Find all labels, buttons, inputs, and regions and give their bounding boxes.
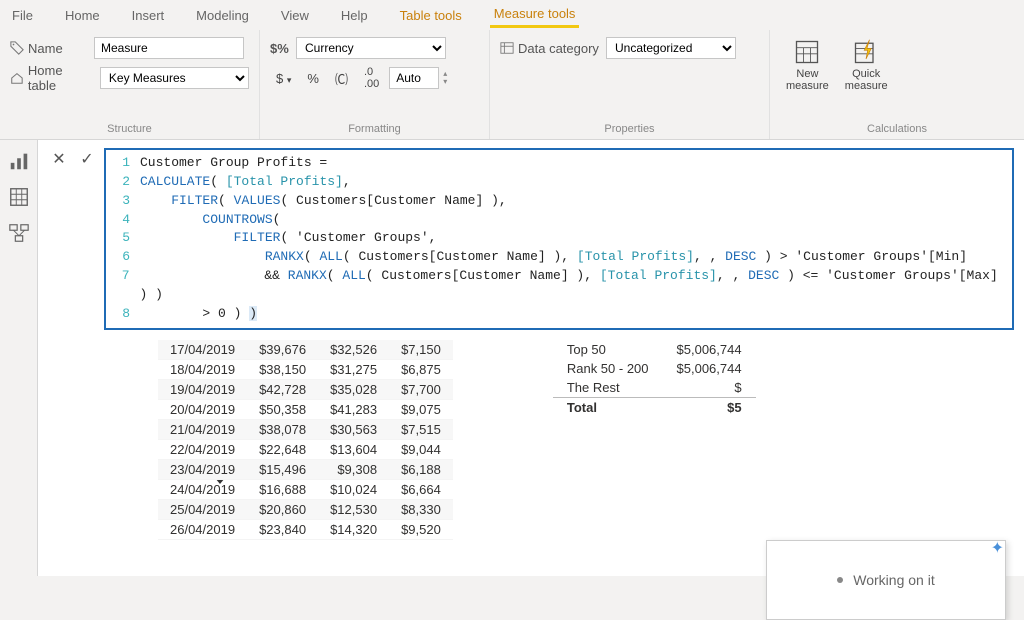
date-table: 17/04/2019$39,676$32,526$7,15018/04/2019… <box>158 340 453 576</box>
menu-view[interactable]: View <box>277 4 313 27</box>
formula-editor[interactable]: 1Customer Group Profits = 2CALCULATE( [T… <box>104 148 1014 330</box>
table-row[interactable]: 20/04/2019$50,358$41,283$9,075 <box>158 400 453 420</box>
home-icon <box>10 71 24 85</box>
format-prefix-icon: $% <box>270 41 290 56</box>
group-label-calculations: Calculations <box>780 121 1014 137</box>
menu-table-tools[interactable]: Table tools <box>396 4 466 27</box>
menu-home[interactable]: Home <box>61 4 104 27</box>
view-rail <box>0 140 38 576</box>
comma-button[interactable]: 🄒 <box>329 67 354 90</box>
table-row[interactable]: Top 50$5,006,744 <box>553 340 756 359</box>
group-table: Top 50$5,006,744Rank 50 - 200$5,006,744T… <box>553 340 756 576</box>
model-view-icon[interactable] <box>8 222 30 244</box>
commit-formula-button[interactable]: ✓ <box>76 148 98 170</box>
menu-help[interactable]: Help <box>337 4 372 27</box>
format-select[interactable]: Currency <box>296 37 446 59</box>
name-label: Name <box>10 41 88 56</box>
new-measure-button[interactable]: Newmeasure <box>780 36 835 94</box>
menu-bar: File Home Insert Modeling View Help Tabl… <box>0 0 1024 30</box>
group-label-structure: Structure <box>10 121 249 137</box>
spinner-icon <box>837 577 843 583</box>
group-label-formatting: Formatting <box>270 121 479 137</box>
table-row[interactable]: Total$5 <box>553 398 756 418</box>
category-icon <box>500 41 514 55</box>
ribbon-group-properties: Data category Uncategorized Properties <box>490 30 770 139</box>
name-input[interactable] <box>94 37 244 59</box>
ribbon-group-formatting: $% Currency $ ▾ % 🄒 .0.00 ▴▾ Formatting <box>260 30 490 139</box>
table-row[interactable]: 19/04/2019$42,728$35,028$7,700 <box>158 380 453 400</box>
loading-text: Working on it <box>853 572 934 588</box>
home-table-label: Home table <box>10 63 94 93</box>
menu-file[interactable]: File <box>8 4 37 27</box>
tag-icon <box>10 41 24 55</box>
stepper-down[interactable]: ▾ <box>443 78 447 86</box>
data-view-icon[interactable] <box>8 186 30 208</box>
data-category-select[interactable]: Uncategorized <box>606 37 736 59</box>
decimals-button[interactable]: .0.00 <box>358 64 385 92</box>
report-view-icon[interactable] <box>8 150 30 172</box>
menu-modeling[interactable]: Modeling <box>192 4 253 27</box>
data-category-label: Data category <box>500 41 600 56</box>
currency-button[interactable]: $ ▾ <box>270 69 297 88</box>
table-row[interactable]: 24/04/2019$16,688$10,024$6,664 <box>158 480 453 500</box>
group-label-properties: Properties <box>500 121 759 137</box>
table-row[interactable]: 25/04/2019$20,860$12,530$8,330 <box>158 500 453 520</box>
home-table-select[interactable]: Key Measures <box>100 67 249 89</box>
loading-popup: Working on it <box>766 540 1006 620</box>
ribbon: Name Home table Key Measures Structure $… <box>0 30 1024 140</box>
menu-insert[interactable]: Insert <box>128 4 169 27</box>
table-row[interactable]: 23/04/2019$15,496$9,308$6,188 <box>158 460 453 480</box>
table-row[interactable]: 22/04/2019$22,648$13,604$9,044 <box>158 440 453 460</box>
quick-measure-icon <box>852 38 880 66</box>
ribbon-group-calculations: Newmeasure Quickmeasure Calculations <box>770 30 1024 139</box>
table-row[interactable]: The Rest$ <box>553 378 756 398</box>
ribbon-group-structure: Name Home table Key Measures Structure <box>0 30 260 139</box>
table-row[interactable]: Rank 50 - 200$5,006,744 <box>553 359 756 378</box>
menu-measure-tools[interactable]: Measure tools <box>490 2 580 28</box>
quick-measure-button[interactable]: Quickmeasure <box>839 36 894 94</box>
table-row[interactable]: 17/04/2019$39,676$32,526$7,150 <box>158 340 453 360</box>
subscribe-badge-icon: ✦ <box>991 538 1004 558</box>
table-row[interactable]: 26/04/2019$23,840$14,320$9,520 <box>158 520 453 540</box>
table-row[interactable]: 21/04/2019$38,078$30,563$7,515 <box>158 420 453 440</box>
table-row[interactable]: 18/04/2019$38,150$31,275$6,875 <box>158 360 453 380</box>
cancel-formula-button[interactable]: ✕ <box>48 148 70 170</box>
new-measure-icon <box>793 38 821 66</box>
decimal-input[interactable] <box>389 67 439 89</box>
canvas: ✕ ✓ 1Customer Group Profits = 2CALCULATE… <box>38 140 1024 576</box>
percent-button[interactable]: % <box>301 69 325 88</box>
